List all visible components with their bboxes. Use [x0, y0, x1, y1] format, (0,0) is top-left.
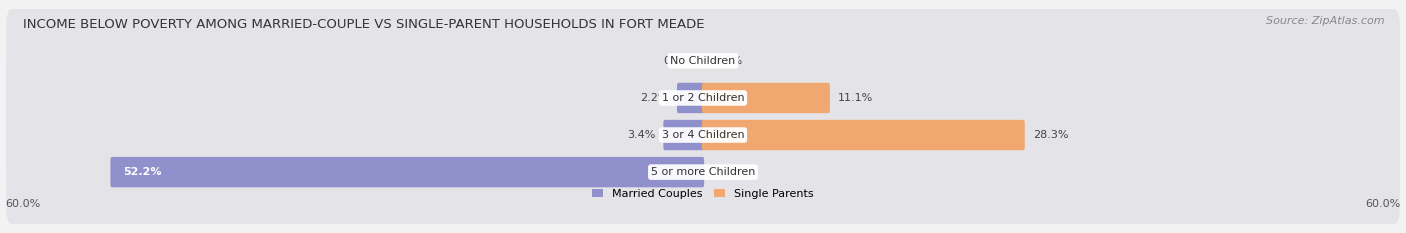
FancyBboxPatch shape: [111, 157, 704, 187]
Text: 0.0%: 0.0%: [714, 167, 742, 177]
FancyBboxPatch shape: [676, 83, 704, 113]
Text: 1 or 2 Children: 1 or 2 Children: [662, 93, 744, 103]
Text: 52.2%: 52.2%: [122, 167, 162, 177]
Legend: Married Couples, Single Parents: Married Couples, Single Parents: [588, 184, 818, 203]
FancyBboxPatch shape: [702, 83, 830, 113]
FancyBboxPatch shape: [702, 120, 1025, 150]
Text: 11.1%: 11.1%: [838, 93, 873, 103]
Text: No Children: No Children: [671, 56, 735, 66]
Text: 2.2%: 2.2%: [641, 93, 669, 103]
Text: INCOME BELOW POVERTY AMONG MARRIED-COUPLE VS SINGLE-PARENT HOUSEHOLDS IN FORT ME: INCOME BELOW POVERTY AMONG MARRIED-COUPL…: [22, 18, 704, 31]
FancyBboxPatch shape: [664, 120, 704, 150]
Text: 3.4%: 3.4%: [627, 130, 655, 140]
Text: Source: ZipAtlas.com: Source: ZipAtlas.com: [1267, 16, 1385, 26]
FancyBboxPatch shape: [6, 46, 1400, 150]
FancyBboxPatch shape: [6, 83, 1400, 187]
Text: 0.0%: 0.0%: [664, 56, 692, 66]
Text: 3 or 4 Children: 3 or 4 Children: [662, 130, 744, 140]
Text: 5 or more Children: 5 or more Children: [651, 167, 755, 177]
Text: 28.3%: 28.3%: [1033, 130, 1069, 140]
FancyBboxPatch shape: [6, 9, 1400, 113]
FancyBboxPatch shape: [6, 120, 1400, 224]
Text: 0.0%: 0.0%: [714, 56, 742, 66]
